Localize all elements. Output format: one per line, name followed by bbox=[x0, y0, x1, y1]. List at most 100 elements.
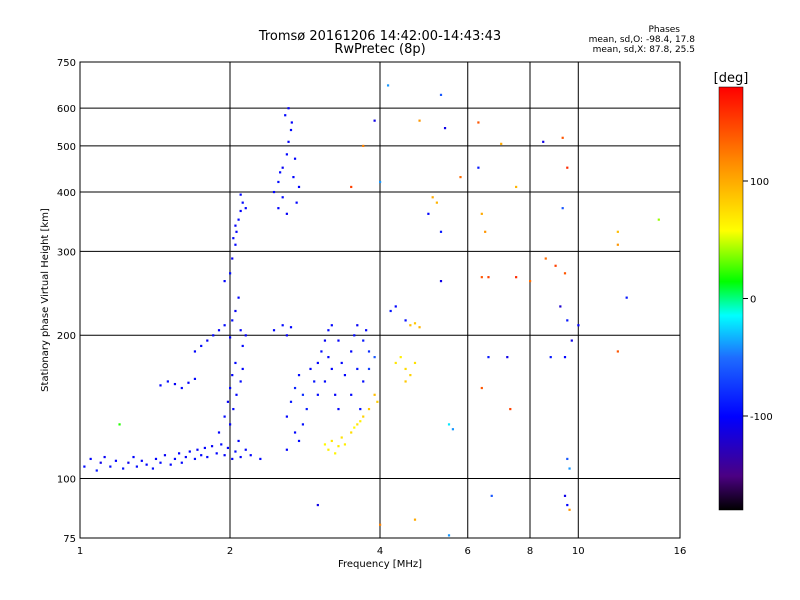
data-point bbox=[184, 455, 187, 459]
data-point bbox=[563, 494, 567, 497]
data-point bbox=[330, 439, 333, 443]
data-point bbox=[99, 461, 102, 464]
data-point bbox=[193, 377, 197, 381]
data-point bbox=[409, 324, 412, 327]
data-point bbox=[367, 367, 371, 371]
y-axis-label: Stationary phase Virtual Height [km] bbox=[40, 208, 51, 392]
data-point bbox=[301, 423, 305, 426]
y-axis-ticks: 75 100 200 300 400 500 600 750 bbox=[57, 58, 76, 545]
colorbar bbox=[718, 86, 744, 511]
data-point bbox=[359, 407, 362, 411]
data-point bbox=[180, 461, 183, 464]
data-point bbox=[301, 393, 305, 396]
data-point bbox=[554, 264, 557, 267]
data-point bbox=[559, 305, 562, 308]
y-tick-label: 500 bbox=[57, 142, 76, 153]
data-point bbox=[413, 322, 417, 325]
colorbar-ticks: 100 0 -100 bbox=[743, 177, 773, 423]
data-point bbox=[118, 423, 121, 426]
data-point bbox=[237, 218, 240, 221]
data-point bbox=[196, 448, 199, 451]
data-point bbox=[127, 461, 130, 464]
data-point bbox=[373, 119, 376, 122]
data-point bbox=[203, 446, 206, 450]
data-point bbox=[439, 230, 443, 233]
data-point bbox=[362, 144, 365, 148]
data-point bbox=[289, 400, 293, 403]
data-point bbox=[145, 463, 148, 466]
data-point bbox=[231, 374, 234, 377]
grid-lines bbox=[80, 62, 680, 538]
x-tick-label: 6 bbox=[465, 546, 471, 557]
data-point bbox=[231, 457, 234, 461]
data-point bbox=[447, 534, 451, 537]
data-point bbox=[223, 280, 226, 283]
data-point bbox=[334, 393, 337, 396]
data-point bbox=[480, 276, 483, 279]
data-point bbox=[367, 407, 371, 411]
data-point bbox=[379, 523, 382, 526]
phase-stats-heading: Phases bbox=[648, 25, 680, 35]
data-point bbox=[290, 121, 293, 124]
colorbar-tick-label: 100 bbox=[750, 177, 769, 188]
data-point bbox=[515, 185, 518, 189]
data-point bbox=[386, 84, 390, 87]
data-point bbox=[404, 367, 407, 371]
data-point bbox=[365, 329, 368, 332]
data-point bbox=[561, 136, 564, 139]
data-point bbox=[362, 415, 365, 418]
data-point bbox=[234, 309, 237, 313]
data-point bbox=[373, 393, 376, 396]
data-point bbox=[305, 407, 308, 411]
data-point bbox=[235, 393, 238, 396]
data-point bbox=[193, 350, 197, 353]
data-point bbox=[244, 207, 247, 210]
y-tick-label: 600 bbox=[57, 104, 76, 115]
data-point bbox=[272, 329, 276, 332]
data-point bbox=[439, 280, 443, 283]
data-point bbox=[83, 465, 86, 468]
data-point bbox=[337, 407, 340, 411]
data-point bbox=[281, 166, 284, 169]
data-point bbox=[287, 107, 290, 110]
x-tick-label: 8 bbox=[527, 546, 533, 557]
data-point bbox=[350, 185, 353, 189]
data-point bbox=[350, 393, 353, 396]
data-point bbox=[487, 356, 490, 359]
data-point bbox=[529, 280, 532, 283]
data-point bbox=[232, 237, 235, 240]
plot-frame bbox=[79, 61, 681, 539]
data-point bbox=[293, 386, 297, 390]
data-point bbox=[367, 350, 371, 353]
data-point bbox=[166, 380, 169, 383]
data-point bbox=[188, 450, 191, 453]
data-point bbox=[229, 272, 232, 275]
data-point bbox=[177, 452, 181, 455]
data-point bbox=[570, 339, 573, 342]
data-point bbox=[616, 230, 619, 233]
data-point bbox=[561, 207, 564, 210]
data-point bbox=[231, 319, 234, 322]
data-point bbox=[244, 448, 247, 451]
data-point bbox=[356, 367, 359, 371]
data-point bbox=[223, 454, 226, 457]
data-point bbox=[235, 230, 238, 233]
data-point bbox=[566, 503, 569, 507]
data-point bbox=[515, 276, 518, 279]
data-point bbox=[373, 356, 376, 359]
data-point bbox=[244, 334, 247, 337]
data-point bbox=[350, 431, 353, 434]
data-point bbox=[327, 448, 330, 451]
data-point bbox=[293, 431, 297, 434]
data-point bbox=[389, 309, 392, 313]
data-point bbox=[159, 384, 162, 387]
data-point bbox=[480, 386, 483, 390]
data-point bbox=[566, 166, 569, 169]
data-point bbox=[343, 374, 347, 377]
data-point bbox=[277, 180, 280, 184]
data-point bbox=[330, 367, 333, 371]
data-point bbox=[297, 185, 301, 189]
data-point bbox=[223, 415, 226, 418]
data-point bbox=[217, 329, 221, 332]
data-point bbox=[568, 467, 571, 470]
